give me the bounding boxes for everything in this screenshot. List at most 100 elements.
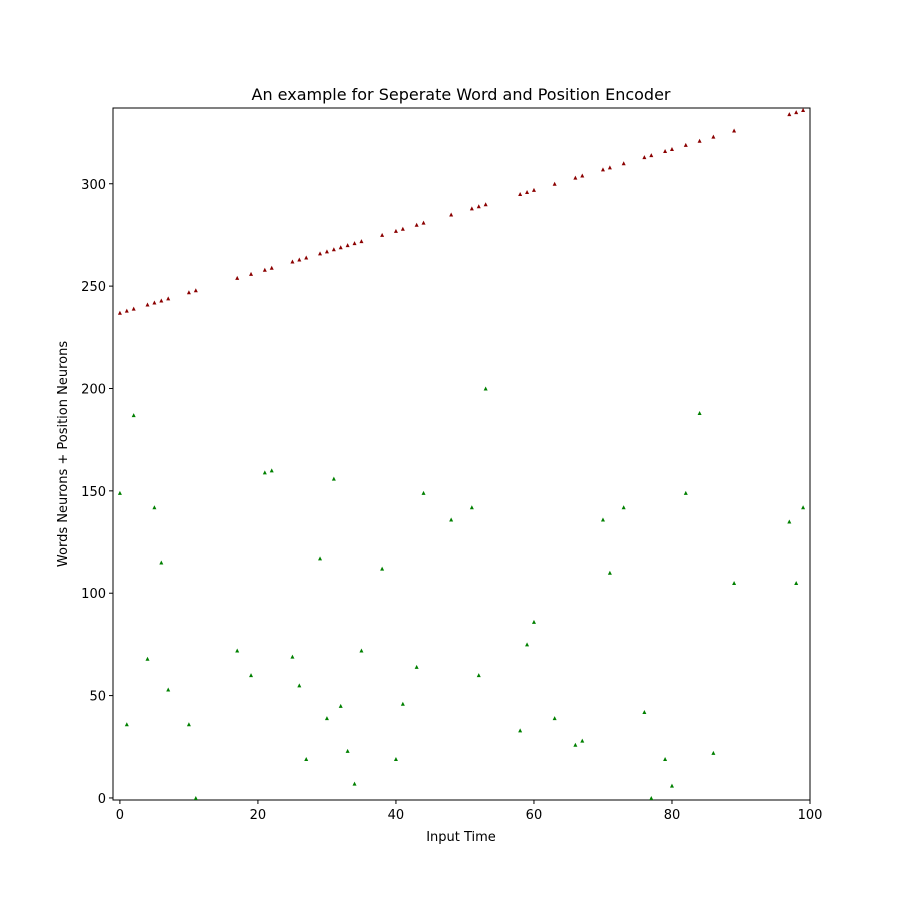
x-tick-label: 0	[116, 808, 124, 823]
point	[531, 619, 536, 624]
point	[359, 239, 364, 244]
point	[124, 308, 129, 313]
point	[117, 490, 122, 495]
point	[393, 757, 398, 762]
point	[607, 570, 612, 575]
point	[193, 288, 198, 293]
point	[304, 255, 309, 260]
point	[290, 654, 295, 659]
point	[801, 108, 806, 113]
point	[145, 656, 150, 661]
point	[186, 290, 191, 295]
point	[732, 580, 737, 585]
x-tick-label: 80	[664, 808, 681, 823]
point	[697, 411, 702, 416]
point	[345, 748, 350, 753]
point	[711, 134, 716, 139]
point	[297, 683, 302, 688]
point	[166, 296, 171, 301]
point	[476, 673, 481, 678]
point	[269, 265, 274, 270]
point	[414, 664, 419, 669]
y-tick-label: 300	[81, 178, 106, 193]
x-tick-label: 100	[798, 808, 823, 823]
point	[304, 757, 309, 762]
point	[380, 232, 385, 237]
point	[711, 750, 716, 755]
point	[580, 738, 585, 743]
point	[732, 128, 737, 133]
point	[518, 191, 523, 196]
point	[642, 155, 647, 160]
chart-title: An example for Seperate Word and Positio…	[252, 85, 671, 104]
point	[663, 757, 668, 762]
point	[525, 642, 530, 647]
y-tick-label: 50	[89, 690, 106, 705]
point	[525, 189, 530, 194]
point	[483, 386, 488, 391]
point	[649, 795, 654, 800]
point	[235, 648, 240, 653]
point	[131, 413, 136, 418]
point	[145, 302, 150, 307]
point	[193, 795, 198, 800]
y-tick-label: 200	[81, 382, 106, 397]
point	[787, 112, 792, 117]
point	[414, 222, 419, 227]
point	[469, 505, 474, 510]
point	[262, 470, 267, 475]
point	[152, 300, 157, 305]
point	[380, 566, 385, 571]
point	[159, 298, 164, 303]
point	[359, 648, 364, 653]
point	[476, 204, 481, 209]
point	[787, 519, 792, 524]
point	[124, 722, 129, 727]
point	[469, 206, 474, 211]
point	[318, 251, 323, 256]
point	[159, 560, 164, 565]
point	[338, 703, 343, 708]
y-tick-label: 150	[81, 485, 106, 500]
y-tick-label: 0	[98, 792, 106, 807]
point	[352, 241, 357, 246]
x-tick-label: 20	[250, 808, 267, 823]
y-axis-label: Words Neurons + Position Neurons	[56, 341, 71, 567]
point	[269, 468, 274, 473]
point	[483, 202, 488, 207]
point	[131, 306, 136, 311]
x-tick-label: 40	[388, 808, 405, 823]
point	[600, 517, 605, 522]
point	[249, 271, 254, 276]
point	[249, 673, 254, 678]
point	[621, 161, 626, 166]
point	[794, 580, 799, 585]
point	[552, 716, 557, 721]
point	[669, 783, 674, 788]
point	[331, 476, 336, 481]
point	[600, 167, 605, 172]
point	[235, 275, 240, 280]
point	[345, 243, 350, 248]
point	[400, 701, 405, 706]
point	[338, 245, 343, 250]
point	[324, 249, 329, 254]
point	[166, 687, 171, 692]
point	[117, 310, 122, 315]
point	[421, 220, 426, 225]
point	[449, 517, 454, 522]
plot-frame	[112, 107, 811, 801]
point	[573, 175, 578, 180]
point	[697, 138, 702, 143]
x-axis-label: Input Time	[426, 830, 496, 845]
point	[393, 228, 398, 233]
point	[663, 148, 668, 153]
point	[801, 505, 806, 510]
point	[352, 781, 357, 786]
point	[186, 722, 191, 727]
point	[573, 742, 578, 747]
point	[518, 728, 523, 733]
point	[580, 173, 585, 178]
point	[552, 181, 557, 186]
